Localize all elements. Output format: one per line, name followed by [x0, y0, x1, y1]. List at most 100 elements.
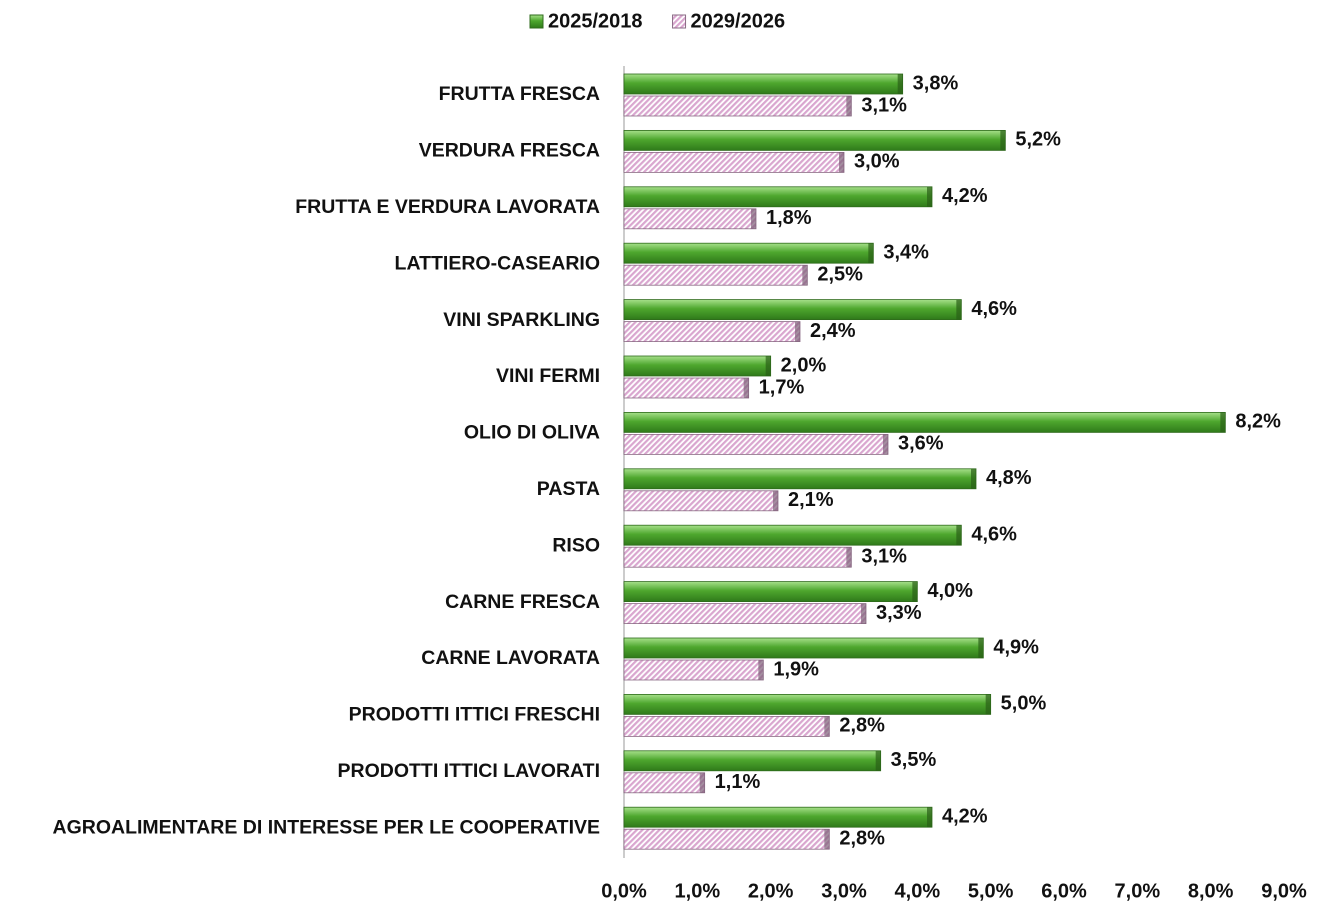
value-label: 1,1%	[715, 771, 761, 793]
x-tick-label: 9,0%	[1261, 880, 1307, 902]
category-label: PRODOTTI ITTICI LAVORATI	[337, 760, 600, 782]
x-tick-label: 1,0%	[675, 880, 721, 902]
category-label: FRUTTA FRESCA	[439, 83, 600, 105]
x-tick-label: 5,0%	[968, 880, 1014, 902]
bar	[623, 433, 889, 455]
value-label: 2,0%	[781, 354, 827, 376]
bar-end	[824, 716, 830, 737]
value-label: 4,2%	[942, 185, 988, 207]
value-label: 2,8%	[839, 715, 885, 737]
category-label: CARNE LAVORATA	[421, 647, 600, 669]
bar	[623, 411, 1226, 433]
category-label: OLIO DI OLIVA	[464, 422, 600, 444]
bar-end	[875, 750, 881, 771]
bar	[623, 637, 984, 659]
category-label: VINI SPARKLING	[443, 309, 600, 331]
bar	[623, 750, 882, 772]
bar	[623, 546, 852, 568]
x-tick-label: 6,0%	[1041, 880, 1087, 902]
value-label: 4,8%	[986, 467, 1032, 489]
legend-swatch	[672, 14, 687, 29]
x-tick-label: 3,0%	[821, 880, 867, 902]
legend-swatch	[529, 14, 544, 29]
value-label: 3,6%	[898, 433, 944, 455]
bar-end	[824, 829, 830, 850]
category-label: PRODOTTI ITTICI FRESCHI	[349, 704, 600, 726]
bar-end	[1000, 130, 1006, 151]
value-label: 4,0%	[927, 580, 973, 602]
value-label: 1,8%	[766, 207, 812, 229]
category-label: VINI FERMI	[496, 365, 600, 387]
bar	[623, 694, 992, 715]
bar	[623, 151, 845, 173]
bar	[623, 716, 830, 737]
category-label: LATTIERO-CASEARIO	[395, 252, 600, 274]
value-label: 5,0%	[1001, 693, 1047, 715]
bar	[623, 581, 918, 602]
bar	[623, 321, 801, 343]
value-label: 2,4%	[810, 320, 856, 342]
value-label: 3,3%	[876, 602, 922, 624]
legend-label: 2029/2026	[691, 10, 786, 32]
bar-end	[765, 356, 771, 376]
bar-end	[758, 660, 764, 680]
value-label: 5,2%	[1015, 129, 1061, 151]
bar-end	[743, 378, 749, 398]
category-label: PASTA	[537, 478, 600, 500]
value-label: 4,9%	[993, 636, 1039, 658]
bar	[623, 828, 830, 850]
value-label: 1,9%	[773, 658, 819, 680]
bar-end	[927, 186, 932, 207]
bar	[623, 242, 874, 264]
bar-end	[839, 152, 844, 173]
bar-end	[699, 772, 705, 793]
value-label: 3,5%	[891, 749, 937, 771]
bar-end	[897, 74, 903, 94]
bar-end	[773, 490, 778, 511]
bar-end	[883, 434, 888, 455]
category-label: AGROALIMENTARE DI INTERESSE PER LE COOPE…	[53, 816, 601, 838]
bar	[623, 772, 706, 794]
legend-label: 2025/2018	[548, 10, 643, 32]
value-label: 2,1%	[788, 489, 834, 511]
bar	[623, 377, 750, 399]
value-label: 3,8%	[913, 72, 959, 94]
category-label: FRUTTA E VERDURA LAVORATA	[295, 196, 600, 218]
x-tick-label: 4,0%	[895, 880, 941, 902]
value-label: 4,6%	[971, 298, 1017, 320]
bar-end	[868, 243, 874, 264]
bar-end	[971, 468, 976, 489]
bar-end	[795, 321, 800, 342]
category-label: CARNE FRESCA	[445, 591, 600, 613]
category-label: VERDURA FRESCA	[419, 140, 600, 162]
value-label: 1,7%	[759, 376, 805, 398]
bar-end	[1220, 412, 1226, 433]
bar-end	[985, 694, 991, 715]
bar-end	[846, 547, 852, 568]
value-label: 3,1%	[861, 545, 907, 567]
bar	[623, 659, 764, 681]
x-tick-label: 2,0%	[748, 880, 794, 902]
value-label: 8,2%	[1235, 411, 1281, 433]
bar-end	[861, 603, 866, 624]
bar-end	[956, 525, 962, 546]
value-label: 2,5%	[817, 263, 863, 285]
bar-end	[751, 208, 756, 229]
x-tick-label: 7,0%	[1115, 880, 1161, 902]
bar	[623, 806, 933, 828]
category-label: RISO	[552, 534, 600, 556]
bar-end	[927, 807, 932, 828]
bar	[623, 129, 1006, 151]
value-label: 4,6%	[971, 523, 1017, 545]
value-label: 4,2%	[942, 805, 988, 827]
x-tick-label: 0,0%	[601, 880, 647, 902]
value-label: 3,0%	[854, 151, 900, 173]
bar	[623, 264, 808, 286]
bar	[623, 299, 962, 321]
bar-end	[912, 581, 918, 602]
bar	[623, 603, 867, 624]
value-label: 3,1%	[861, 94, 907, 116]
bar	[623, 208, 757, 230]
bar-end	[978, 638, 984, 658]
